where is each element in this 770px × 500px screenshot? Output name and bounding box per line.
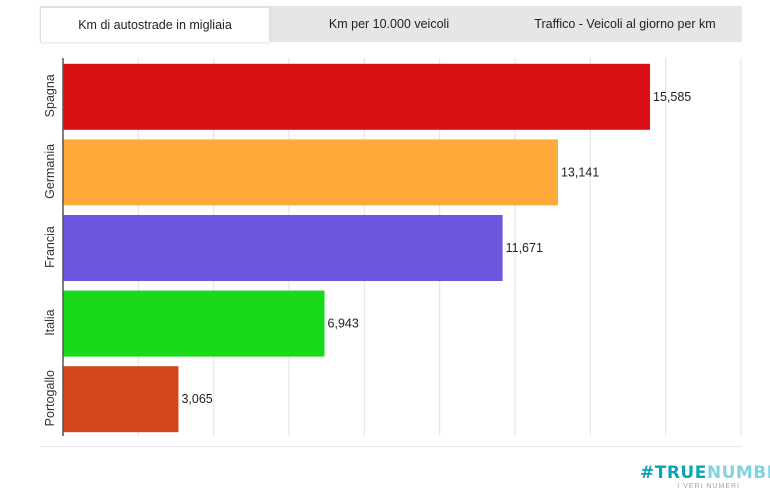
truenumbers-logo: #TRUENUMBERS I VERI NUMERI (640, 463, 770, 491)
data-label-francia: 11,671 (506, 241, 543, 255)
category-label-francia: Francia (43, 226, 57, 268)
bar-spagna (63, 63, 651, 130)
bar-francia (63, 215, 503, 281)
category-label-germania: Germania (43, 144, 57, 199)
category-label-italia: Italia (43, 309, 57, 335)
chart-bottom-divider (40, 446, 742, 447)
data-label-italia: 6,943 (328, 317, 359, 331)
bar-portogallo (63, 366, 179, 433)
bar-italia (63, 290, 325, 357)
tab-km-per-veicoli[interactable]: Km per 10.000 veicoli (328, 17, 450, 31)
tab-traffico[interactable]: Traffico - Veicoli al giorno per km (534, 17, 716, 31)
bar-germania (63, 139, 558, 206)
data-label-spagna: 15,585 (653, 90, 691, 104)
tab-bar: Km di autostrade in migliaia Km per 10.0… (40, 6, 742, 42)
category-label-spagna: Spagna (43, 74, 57, 117)
data-label-portogallo: 3,065 (181, 392, 212, 406)
category-label-portogallo: Portogallo (43, 370, 57, 426)
data-label-germania: 13,141 (561, 165, 599, 179)
tab-km-autostrade[interactable]: Km di autostrade in migliaia (40, 6, 270, 42)
